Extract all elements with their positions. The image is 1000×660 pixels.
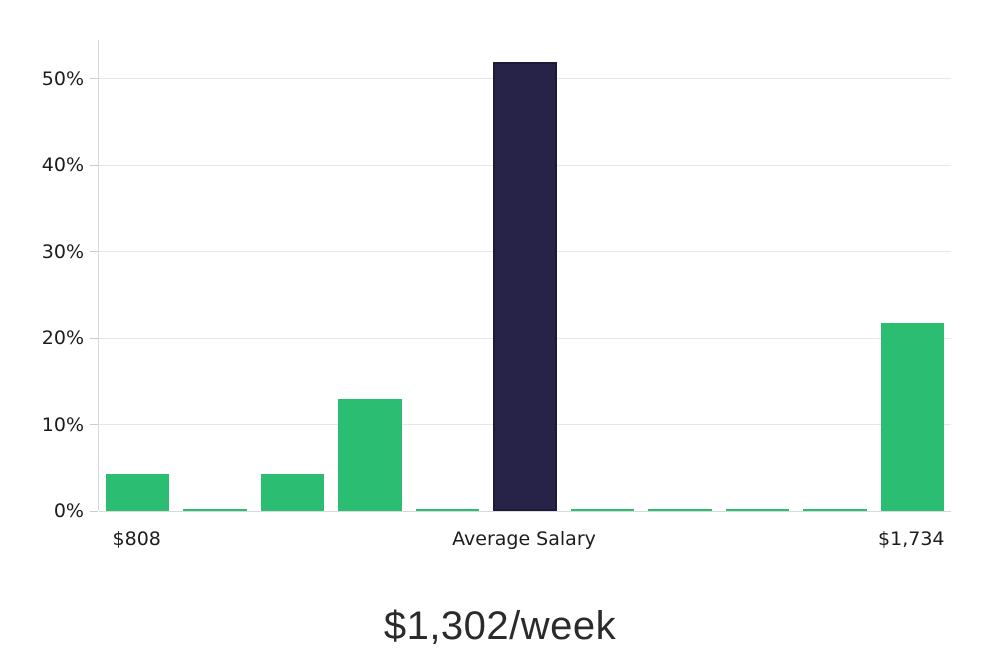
chart-title: $1,302/week [383, 604, 617, 648]
y-axis-tick-50 [90, 78, 98, 80]
y-axis-tick-label-40: 40% [41, 154, 84, 177]
bar-7 [648, 509, 712, 511]
y-axis-tick-label-30: 30% [41, 240, 84, 263]
y-axis-tick-label-50: 50% [41, 67, 84, 90]
bar-8 [725, 509, 790, 511]
y-axis-tick-label-20: 20% [41, 327, 84, 350]
bar-10 [880, 323, 945, 511]
y-axis-tick-10 [90, 424, 98, 426]
x-axis-label-10: $1,734 [878, 528, 945, 550]
y-axis-tick-20 [90, 337, 98, 339]
bar-6 [570, 509, 635, 511]
x-axis-label-5: Average Salary [452, 528, 596, 550]
y-axis-tick-label-0: 0% [53, 500, 84, 522]
bar-4 [415, 509, 480, 511]
gridline-0 [99, 510, 951, 512]
bar-average-salary [493, 61, 557, 511]
y-axis-tick-0 [90, 510, 98, 512]
x-axis-label-0: $808 [112, 528, 161, 550]
bar-1 [183, 509, 247, 511]
bar-0 [105, 473, 170, 511]
y-axis-tick-30 [90, 251, 98, 253]
bar-3 [338, 398, 402, 511]
bar-9 [803, 509, 867, 511]
plot-area [98, 40, 951, 512]
y-axis-tick-label-10: 10% [41, 413, 84, 436]
bar-2 [260, 473, 325, 511]
y-axis-tick-40 [90, 164, 98, 166]
